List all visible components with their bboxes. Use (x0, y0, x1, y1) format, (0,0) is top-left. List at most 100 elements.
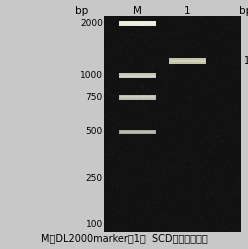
Point (237, 59, 241, 62)
Point (168, 52, 172, 56)
Point (109, 135, 113, 139)
Point (205, 103, 209, 107)
Point (191, 229, 195, 233)
Point (191, 23, 195, 27)
Point (122, 101, 126, 105)
Point (189, 19, 193, 23)
Point (180, 144, 184, 148)
Point (211, 136, 215, 140)
Point (191, 223, 195, 227)
Point (103, 61, 107, 65)
Point (143, 115, 147, 119)
Point (180, 66, 184, 70)
Point (236, 127, 240, 131)
Point (230, 176, 234, 180)
Point (120, 128, 124, 132)
Point (211, 83, 215, 87)
Point (122, 159, 126, 163)
Point (156, 199, 160, 203)
Point (230, 195, 234, 199)
Point (238, 106, 242, 110)
Point (215, 216, 219, 220)
Point (225, 199, 229, 203)
Point (193, 102, 197, 106)
Point (213, 102, 217, 106)
Point (148, 227, 152, 231)
Point (222, 162, 226, 166)
Point (157, 208, 161, 212)
Point (182, 158, 186, 162)
Point (208, 186, 212, 190)
Point (168, 25, 172, 29)
Point (158, 116, 162, 120)
Point (203, 60, 207, 64)
Point (156, 95, 160, 99)
Point (121, 225, 124, 229)
Point (120, 155, 124, 159)
Point (221, 179, 225, 183)
Point (202, 16, 206, 20)
Point (121, 101, 124, 105)
Point (110, 23, 114, 27)
Point (128, 20, 132, 24)
Point (195, 222, 199, 226)
Point (104, 113, 108, 117)
Point (193, 205, 197, 209)
Point (171, 107, 175, 111)
Point (207, 185, 211, 189)
Point (107, 16, 111, 20)
Point (171, 65, 175, 69)
Point (104, 168, 108, 172)
Point (197, 175, 201, 179)
Point (163, 146, 167, 150)
Point (109, 201, 113, 205)
Point (212, 224, 216, 228)
Point (188, 76, 192, 80)
Point (122, 203, 126, 207)
Point (186, 37, 190, 41)
Point (110, 138, 114, 142)
Point (155, 172, 159, 176)
Point (160, 126, 164, 130)
Point (109, 197, 113, 201)
Point (218, 100, 222, 104)
Point (141, 161, 145, 165)
Point (194, 35, 198, 39)
Point (172, 151, 176, 155)
Point (177, 219, 181, 223)
Point (129, 54, 133, 58)
Text: 100: 100 (86, 220, 103, 229)
Point (181, 51, 185, 55)
Point (182, 62, 186, 66)
Point (131, 199, 135, 203)
Point (103, 106, 107, 110)
Point (165, 158, 169, 162)
Point (200, 36, 204, 40)
Point (115, 181, 119, 185)
Point (237, 62, 241, 66)
Point (171, 140, 175, 144)
Point (185, 78, 189, 82)
Point (136, 157, 140, 161)
Point (166, 210, 170, 214)
Point (163, 167, 167, 171)
Point (221, 29, 225, 33)
Point (170, 62, 174, 65)
Point (180, 96, 184, 100)
Point (233, 97, 237, 101)
Point (150, 220, 154, 224)
Point (127, 135, 131, 139)
Point (219, 178, 223, 182)
Point (195, 30, 199, 34)
Point (183, 57, 187, 61)
Point (129, 71, 133, 75)
Point (113, 223, 117, 227)
Point (203, 91, 207, 95)
Point (114, 63, 118, 67)
Point (210, 209, 214, 213)
Point (223, 186, 227, 190)
Point (222, 112, 226, 116)
Point (142, 134, 146, 138)
Point (188, 213, 192, 217)
Point (193, 187, 197, 190)
